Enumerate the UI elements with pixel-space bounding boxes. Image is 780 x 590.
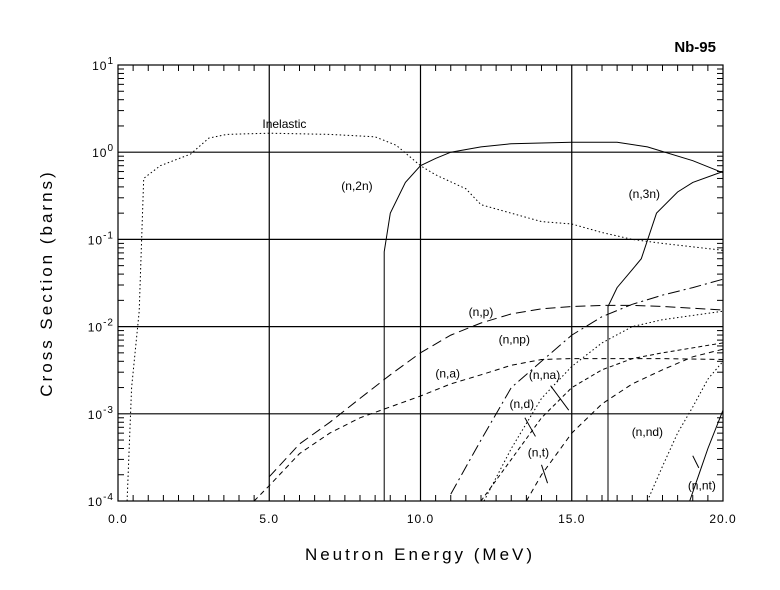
label-leader-line — [550, 385, 570, 411]
series-label: (n,2n) — [341, 179, 372, 193]
x-tick-label: 5.0 — [259, 512, 279, 526]
series-line-n3n — [607, 171, 724, 501]
series-label: Inelastic — [262, 117, 306, 131]
y-tick-exponent: -2 — [103, 318, 114, 329]
y-tick-label: 10-3 — [88, 405, 114, 422]
plot-frame — [117, 64, 724, 502]
y-tick-exponent: 0 — [107, 143, 114, 154]
y-tick-label: 10-1 — [88, 230, 114, 247]
y-tick-label: 10-2 — [88, 318, 114, 335]
series-line-nnp — [450, 278, 724, 495]
series-label: (n,a) — [435, 366, 460, 380]
label-leader-line — [692, 455, 700, 469]
y-tick-exponent: -3 — [103, 405, 114, 416]
series-line-inelastic — [126, 132, 724, 502]
series-line-nt — [525, 348, 724, 502]
y-axis-label: Cross Section (barns) — [37, 169, 56, 396]
y-tick-base: 10 — [88, 233, 103, 247]
y-tick-exponent: -4 — [103, 492, 114, 503]
series-label: (n,np) — [499, 333, 530, 347]
series-line-nnd — [646, 360, 724, 502]
label-leader-line — [541, 464, 549, 484]
y-tick-base: 10 — [92, 59, 107, 73]
y-tick-exponent: 1 — [107, 56, 114, 67]
series-label: (n,nd) — [632, 425, 663, 439]
series-label: (n,t) — [528, 445, 549, 459]
y-tick-label: 10-4 — [88, 492, 114, 509]
series-line-nd — [483, 310, 724, 502]
grid — [118, 65, 723, 501]
y-tick-base: 10 — [92, 146, 107, 160]
series-label: (n,d) — [509, 397, 534, 411]
series-label: (n,3n) — [629, 187, 660, 201]
series-labels: Inelastic (n,2n) (n,3n) (n,p) (n,np) (n,a) (n,… — [262, 117, 715, 493]
series-label: (n,na) — [529, 368, 560, 382]
y-tick-label: 101 — [92, 56, 114, 73]
y-tick-base: 10 — [88, 321, 103, 335]
y-tick-base: 10 — [88, 495, 103, 509]
label-leader-line — [524, 417, 536, 437]
y-tick-label: 100 — [92, 143, 114, 160]
series-label: (n,p) — [469, 305, 494, 319]
y-tick-exponent: -1 — [103, 230, 114, 241]
x-tick-label: 20.0 — [709, 512, 736, 526]
series-line-np — [268, 304, 724, 478]
series-line-n2n — [383, 141, 724, 501]
chart-title: Nb-95 — [674, 39, 716, 56]
x-tick-label: 10.0 — [407, 512, 434, 526]
series-group — [126, 132, 724, 502]
x-axis-label: Neutron Energy (MeV) — [305, 545, 535, 564]
x-tick-label: 0.0 — [108, 512, 128, 526]
x-tick-label: 15.0 — [558, 512, 585, 526]
series-line-nna — [480, 342, 724, 502]
series-line-nnt — [689, 410, 724, 502]
y-tick-base: 10 — [88, 408, 103, 422]
series-label: (n,nt) — [688, 479, 716, 493]
